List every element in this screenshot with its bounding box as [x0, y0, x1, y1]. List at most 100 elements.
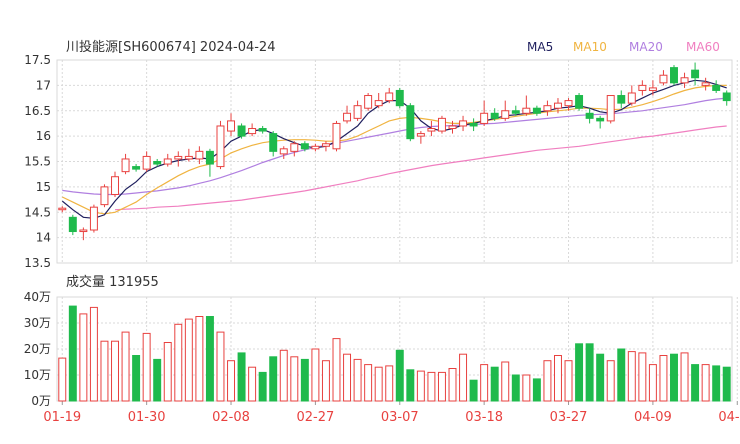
date-tick-label: 04-09: [634, 410, 672, 425]
volume-bar: [701, 364, 710, 402]
price-tick-label: 15: [36, 180, 51, 194]
volume-bar: [543, 360, 552, 402]
ma20-line: [62, 97, 727, 196]
date-tick-label: 02-27: [297, 410, 335, 425]
volume-bar: [89, 306, 98, 402]
price-tick-label: 15.5: [24, 155, 51, 169]
legend-ma20: MA20: [629, 40, 663, 54]
volume-bar: [416, 370, 425, 402]
price-axis: 13.5 14 14.5 15 15.5 16 16.5 17 17.5: [24, 53, 51, 270]
candle: [701, 77, 710, 91]
volume-tick-label: 30万: [24, 316, 51, 330]
volume-bar: [248, 366, 257, 402]
candle: [406, 103, 415, 142]
date-tick-label: 01-30: [128, 410, 166, 425]
candle: [564, 98, 573, 111]
volume-label: 成交量 131955: [66, 274, 159, 290]
candle: [385, 87, 394, 104]
volume-bars: [58, 305, 731, 402]
candle: [163, 153, 172, 167]
price-tick-label: 13.5: [24, 256, 51, 270]
volume-bar: [459, 353, 468, 402]
volume-bar: [722, 366, 731, 402]
volume-bar: [163, 342, 172, 402]
candle: [585, 108, 594, 124]
volume-bar: [321, 360, 330, 402]
volume-bar: [575, 343, 584, 402]
volume-bar: [532, 378, 541, 402]
volume-bar: [564, 360, 573, 402]
candle: [332, 120, 341, 152]
volume-bar: [68, 305, 77, 402]
candle: [237, 123, 246, 139]
date-axis: 01-19 01-30 02-08 02-27 03-07 03-18 03-27 04-09…: [43, 401, 740, 425]
volume-bar: [374, 366, 383, 402]
volume-bar: [406, 369, 415, 402]
volume-bar: [501, 361, 510, 402]
volume-bar: [585, 343, 594, 402]
volume-bar: [606, 360, 615, 402]
volume-bar: [79, 313, 88, 402]
candle: [617, 90, 626, 109]
volume-bar: [648, 364, 657, 402]
volume-bar: [437, 371, 446, 402]
volume-bar: [553, 355, 562, 402]
candle: [691, 62, 700, 86]
volume-bar: [269, 356, 278, 402]
volume-bar: [659, 355, 668, 402]
candle: [364, 92, 373, 111]
price-grid: [56, 59, 738, 264]
candle: [153, 158, 162, 167]
candle: [648, 80, 657, 96]
volume-bar: [237, 352, 246, 402]
candle: [290, 141, 299, 157]
volume-bar: [511, 374, 520, 402]
candle: [659, 70, 668, 86]
candle: [174, 151, 183, 167]
candle: [480, 100, 489, 126]
volume-bar: [712, 365, 721, 402]
price-tick-label: 14: [36, 231, 51, 245]
volume-bar: [480, 364, 489, 402]
candle: [606, 95, 615, 124]
candle: [680, 72, 689, 88]
candle: [58, 206, 67, 213]
volume-bar: [311, 348, 320, 402]
chart-title: 川投能源[SH600674] 2024-04-24: [66, 39, 275, 55]
candle: [300, 141, 309, 152]
volume-tick-label: 20万: [24, 342, 51, 356]
volume-tick-label: 10万: [24, 368, 51, 382]
candle: [195, 146, 204, 165]
volume-bar: [364, 364, 373, 402]
volume-bar: [691, 364, 700, 402]
candle: [68, 214, 77, 236]
date-tick-label: 03-18: [465, 410, 503, 425]
candle: [279, 146, 288, 159]
price-tick-label: 14.5: [24, 205, 51, 219]
volume-bar: [205, 316, 214, 402]
candle: [79, 227, 88, 241]
volume-bar: [153, 358, 162, 402]
volume-bar: [670, 353, 678, 402]
candle: [448, 120, 457, 134]
volume-bar: [522, 374, 531, 402]
volume-bar: [132, 355, 141, 402]
volume-bar: [227, 360, 236, 402]
candle: [490, 108, 499, 121]
candle: [227, 113, 236, 137]
volume-bar: [680, 352, 689, 402]
volume-bar: [111, 340, 119, 402]
volume-bar: [627, 351, 636, 402]
volume-bar: [174, 323, 183, 402]
ma5-line: [61, 79, 727, 219]
candle: [543, 100, 552, 116]
volume-bar: [638, 352, 647, 402]
candle: [437, 115, 446, 134]
volume-bar: [332, 338, 341, 402]
candle: [575, 92, 584, 111]
volume-bar: [290, 356, 299, 402]
volume-bar: [121, 331, 130, 402]
volume-bar: [300, 358, 309, 402]
candle: [469, 118, 478, 132]
